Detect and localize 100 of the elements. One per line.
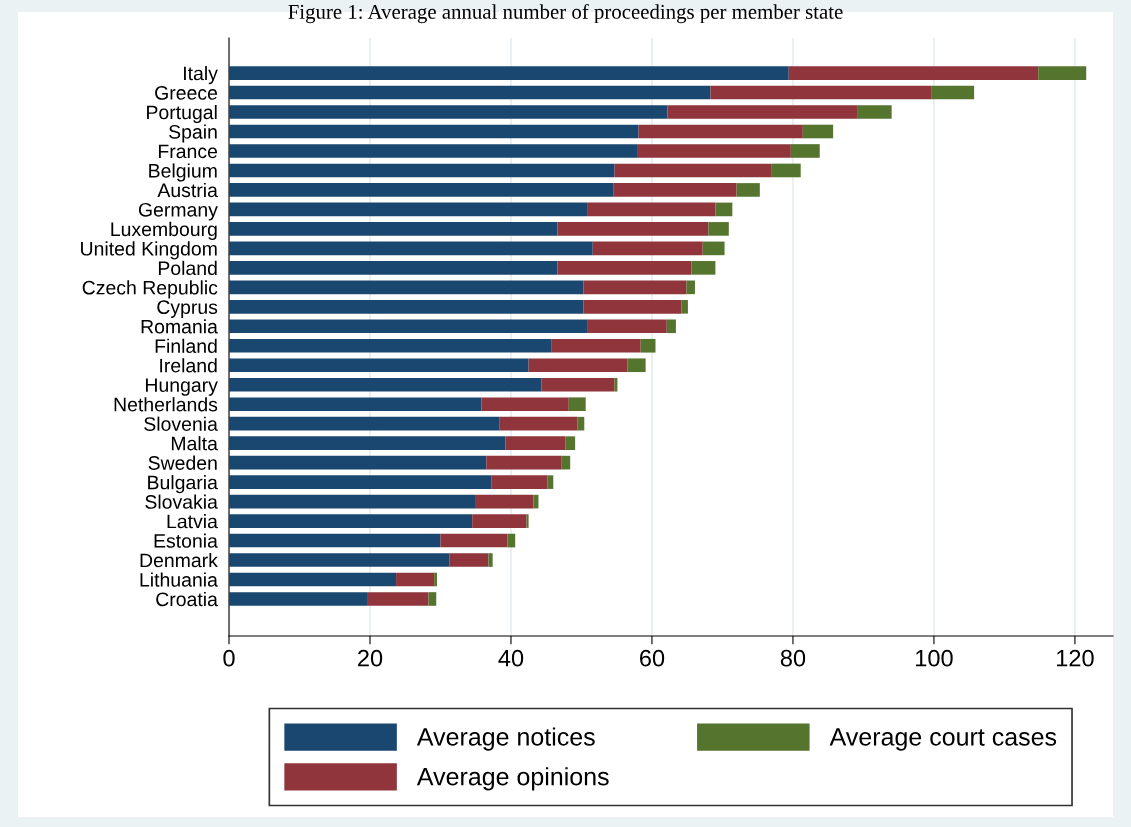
bar: [440, 533, 508, 548]
bar: [229, 377, 542, 392]
y-tick-label: Netherlands: [114, 397, 218, 412]
bar: [229, 572, 397, 587]
bar: [931, 85, 975, 100]
bar: [857, 105, 892, 119]
bar: [229, 183, 614, 197]
bar: [551, 338, 641, 353]
bar: [667, 105, 858, 119]
bar: [681, 299, 688, 314]
y-tick-label: Estonia: [154, 533, 218, 548]
bar: [229, 85, 711, 100]
bar: [428, 592, 437, 606]
bar: [229, 436, 506, 450]
bar: [583, 280, 687, 295]
bar: [788, 66, 1039, 80]
bar: [613, 183, 737, 197]
bar: [486, 455, 562, 470]
bar: [666, 319, 676, 334]
bar: [229, 592, 368, 606]
x-tick-label: 40: [498, 649, 524, 667]
y-tick-label: Belgium: [149, 163, 217, 182]
bar: [557, 261, 692, 275]
y-tick-label: Denmark: [140, 552, 218, 568]
bar: [229, 358, 529, 373]
y-tick-label: Portugal: [147, 104, 217, 124]
y-tick-label: Slovenia: [144, 416, 218, 431]
bar: [1038, 66, 1087, 80]
bar: [229, 533, 441, 548]
chart-title: Figure 1: Average annual number of proceedings per member state: [288, 4, 843, 24]
bar: [229, 494, 476, 509]
bar: [802, 124, 834, 139]
bar: [736, 183, 760, 197]
bar: [229, 222, 558, 236]
x-tick-label: 20: [358, 649, 383, 667]
bar: [627, 358, 646, 373]
bar: [715, 202, 733, 217]
y-tick-label: Greece: [155, 86, 218, 100]
x-tick-label: 100: [916, 649, 953, 667]
y-tick-label: Slovakia: [145, 494, 218, 509]
bar: [592, 241, 703, 256]
bar: [229, 241, 593, 256]
legend-label: Average court cases: [829, 728, 1057, 751]
bar: [229, 202, 588, 217]
bar: [229, 299, 584, 314]
bar: [229, 105, 668, 119]
bar: [614, 163, 772, 178]
bar: [229, 553, 450, 567]
bar: [229, 455, 487, 470]
bar: [475, 494, 534, 509]
bar: [541, 377, 615, 392]
bar: [565, 436, 576, 450]
bar: [491, 475, 548, 489]
bar: [396, 572, 435, 587]
bar: [488, 553, 493, 567]
bar: [640, 338, 656, 353]
y-tick-label: Finland: [155, 338, 217, 353]
y-tick-label: United Kingdom: [81, 241, 217, 260]
y-tick-label: Bulgaria: [148, 475, 218, 494]
bar: [710, 85, 932, 100]
y-tick-label: Lithuania: [140, 572, 218, 587]
bar: [507, 533, 516, 548]
bar: [472, 514, 527, 528]
y-tick-label: Latvia: [167, 514, 218, 529]
bar: [702, 241, 725, 256]
bar: [505, 436, 566, 450]
bar: [638, 124, 803, 139]
bar: [577, 416, 585, 431]
bar: [583, 299, 682, 314]
y-tick-label: Malta: [171, 436, 218, 451]
y-tick-label: Cyprus: [157, 300, 218, 318]
bar: [691, 261, 716, 275]
bar: [568, 397, 586, 412]
bar: [434, 572, 437, 587]
x-tick-label: 80: [780, 649, 806, 667]
y-tick-label: Germany: [138, 202, 218, 221]
bar: [499, 416, 578, 431]
y-tick-label: Sweden: [148, 455, 217, 470]
y-tick-label: Luxembourg: [111, 221, 217, 240]
bar: [367, 592, 429, 606]
bar: [561, 455, 571, 470]
bar: [229, 397, 482, 412]
x-tick-label: 0: [223, 649, 235, 667]
y-tick-label: Czech Republic: [82, 280, 218, 299]
bar: [229, 338, 552, 353]
y-tick-label: France: [158, 144, 218, 159]
x-tick-label: 120: [1057, 649, 1094, 667]
bar: [637, 144, 791, 158]
bar: [526, 514, 529, 528]
x-tick-label: 60: [640, 649, 665, 667]
bar: [587, 202, 716, 217]
y-tick-label: Romania: [141, 319, 218, 334]
y-tick-label: Spain: [169, 124, 217, 143]
bar: [547, 475, 554, 489]
y-tick-label: Italy: [184, 66, 218, 85]
y-tick-label: Austria: [157, 182, 218, 198]
bar: [587, 319, 667, 334]
legend-label: Average notices: [416, 727, 595, 751]
bar: [449, 553, 489, 567]
bar: [771, 163, 801, 178]
